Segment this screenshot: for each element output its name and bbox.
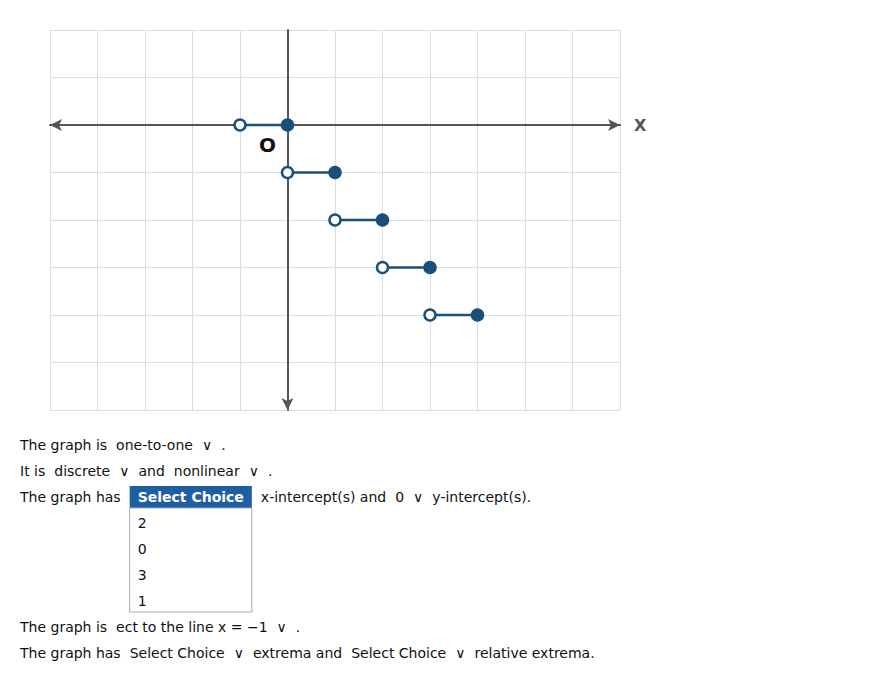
svg-text:O: O [259,133,276,157]
svg-text:ect to the line x = −1: ect to the line x = −1 [116,619,267,635]
svg-text:It is: It is [20,463,45,479]
svg-text:∨: ∨ [277,619,287,635]
svg-text:x-intercept(s) and: x-intercept(s) and [261,489,386,505]
svg-text:.: . [268,463,272,479]
svg-text:one-to-one: one-to-one [116,437,193,453]
svg-text:∨: ∨ [119,463,129,479]
svg-text:nonlinear: nonlinear [174,463,240,479]
svg-text:and: and [138,463,164,479]
svg-text:∨: ∨ [249,463,259,479]
svg-text:0: 0 [138,541,147,557]
svg-text:discrete: discrete [54,463,110,479]
svg-text:Select Choice: Select Choice [138,489,244,505]
svg-text:Select Choice: Select Choice [130,645,225,661]
svg-text:2: 2 [138,515,147,531]
svg-text:The graph has: The graph has [19,645,121,661]
svg-text:The graph has: The graph has [19,489,121,505]
svg-text:X: X [634,116,647,135]
svg-text:∨: ∨ [455,645,465,661]
svg-text:1: 1 [138,593,147,609]
svg-text:The graph is: The graph is [19,619,107,635]
svg-text:y-intercept(s).: y-intercept(s). [432,489,531,505]
svg-text:∨: ∨ [413,489,423,505]
svg-text:.: . [296,619,300,635]
svg-text:∨: ∨ [202,437,212,453]
svg-text:The graph is: The graph is [19,437,107,453]
svg-text:∨: ∨ [234,645,244,661]
svg-text:relative extrema.: relative extrema. [474,645,594,661]
svg-text:extrema and: extrema and [253,645,342,661]
svg-text:Select Choice: Select Choice [351,645,446,661]
svg-text:3: 3 [138,567,147,583]
svg-text:0: 0 [395,489,404,505]
svg-text:.: . [221,437,225,453]
